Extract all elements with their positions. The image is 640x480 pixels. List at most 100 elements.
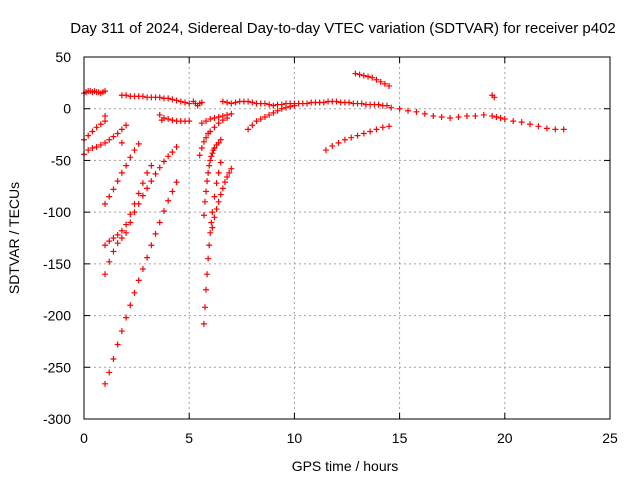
- data-point: [226, 169, 233, 176]
- x-tick-labels: 0 5 10 15 20 25: [80, 430, 618, 446]
- series-arc-top-b: [190, 98, 205, 109]
- data-point: [386, 123, 393, 130]
- data-point: [493, 113, 500, 120]
- data-point: [527, 121, 534, 128]
- data-point: [211, 115, 218, 122]
- data-point: [156, 111, 163, 118]
- data-point: [139, 93, 146, 100]
- data-point: [206, 242, 213, 249]
- data-point: [204, 178, 211, 185]
- data-point: [139, 266, 146, 273]
- data-point: [346, 99, 353, 106]
- data-point: [114, 240, 121, 247]
- plot-frame: [83, 56, 611, 420]
- data-point: [518, 119, 525, 126]
- data-point: [165, 116, 172, 123]
- data-point: [365, 73, 372, 80]
- data-point: [200, 320, 207, 327]
- data-point: [367, 128, 374, 135]
- data-point: [139, 192, 146, 199]
- data-point: [186, 118, 193, 125]
- data-point: [203, 118, 210, 125]
- data-point: [253, 118, 260, 125]
- data-point: [118, 227, 125, 234]
- data-point: [217, 159, 224, 166]
- data-point: [106, 193, 113, 200]
- data-point: [135, 277, 142, 284]
- data-point: [144, 169, 151, 176]
- data-points: [81, 70, 567, 387]
- y-tick-label: -200: [43, 308, 71, 324]
- data-point: [201, 304, 208, 311]
- axis-ticks: [83, 56, 611, 420]
- data-point: [447, 115, 454, 122]
- data-point: [200, 212, 207, 219]
- y-axis-title: SDTVAR / TECUs: [6, 182, 22, 294]
- data-point: [320, 99, 327, 106]
- series-arc-top-c: [219, 98, 390, 109]
- data-point: [438, 113, 445, 120]
- data-point: [228, 100, 235, 107]
- series-arc-mid-b: [245, 102, 298, 133]
- data-point: [209, 209, 216, 216]
- data-point: [152, 170, 159, 177]
- data-point: [386, 82, 393, 89]
- data-point: [156, 94, 163, 101]
- series-arc-steep-1: [102, 140, 142, 207]
- data-point: [106, 369, 113, 376]
- data-point: [209, 224, 216, 231]
- data-point: [204, 271, 211, 278]
- x-tick-label: 5: [185, 430, 193, 446]
- data-point: [123, 122, 130, 129]
- data-point: [287, 103, 294, 110]
- series-arc-steep-8: [209, 165, 235, 231]
- data-point: [205, 255, 212, 262]
- y-tick-label: -250: [43, 359, 71, 375]
- data-point: [89, 145, 96, 152]
- data-point: [102, 380, 109, 387]
- data-point: [206, 162, 213, 169]
- data-point: [203, 188, 210, 195]
- data-point: [213, 206, 220, 213]
- data-point: [148, 162, 155, 169]
- data-point: [152, 230, 159, 237]
- data-point: [261, 100, 268, 107]
- data-point: [208, 153, 215, 160]
- data-point: [245, 126, 252, 133]
- data-point: [110, 235, 117, 241]
- series-arc-low-b: [81, 118, 109, 143]
- data-point: [333, 98, 340, 105]
- data-point: [127, 302, 134, 309]
- data-point: [139, 180, 146, 187]
- data-point: [257, 116, 264, 123]
- data-point: [270, 109, 277, 116]
- x-tick-label: 10: [287, 430, 303, 446]
- y-tick-label: 0: [63, 101, 71, 117]
- data-point: [369, 74, 376, 81]
- series-arc-steep-4: [102, 179, 180, 387]
- y-tick-label: -100: [43, 204, 71, 220]
- data-point: [335, 139, 342, 146]
- grid-lines: [84, 57, 610, 419]
- data-point: [135, 140, 142, 147]
- data-point: [213, 180, 220, 187]
- data-point: [123, 314, 130, 321]
- data-point: [97, 141, 104, 148]
- data-point: [219, 117, 226, 124]
- data-point: [201, 198, 208, 205]
- data-point: [198, 99, 205, 106]
- data-point: [228, 165, 235, 172]
- chart-title: Day 311 of 2024, Sidereal Day-to-day VTE…: [70, 20, 616, 37]
- series-arc-steep-6: [200, 159, 224, 327]
- data-point: [358, 100, 365, 107]
- data-point: [102, 118, 109, 125]
- data-point: [156, 164, 163, 171]
- data-point: [85, 132, 92, 139]
- data-point: [127, 154, 134, 161]
- data-point: [102, 200, 109, 207]
- data-point: [455, 113, 462, 120]
- data-point: [383, 102, 390, 109]
- series-isolated: [102, 92, 498, 146]
- data-point: [177, 98, 184, 105]
- data-point: [118, 126, 125, 133]
